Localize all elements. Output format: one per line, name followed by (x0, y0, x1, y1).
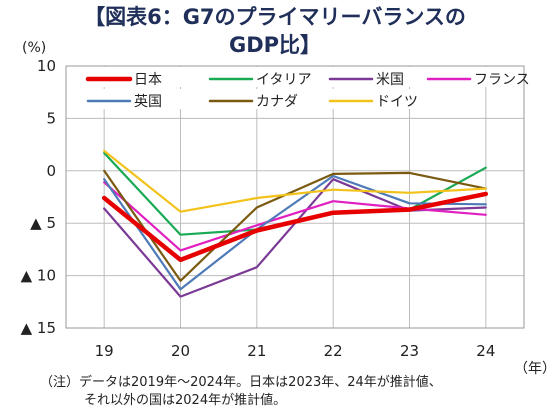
footnote-line-2: それ以外の国は2024年が推計値。 (84, 393, 287, 408)
legend-label: カナダ (256, 94, 298, 110)
plot-border (65, 65, 525, 329)
legend-backdrop (204, 67, 304, 87)
x-tick-label: 21 (247, 342, 266, 360)
chart-title-line2: GDP比】 (228, 33, 322, 57)
legend-label: 日本 (134, 72, 162, 88)
legend-label: 英国 (134, 93, 162, 110)
legend-backdrop (324, 89, 424, 109)
legend-backdrop (204, 89, 304, 109)
x-axis-unit-label: （年） (514, 361, 550, 377)
y-tick-label: ▲ 15 (21, 319, 56, 337)
x-tick-label: 23 (400, 342, 419, 360)
y-tick-label: ▲ 5 (30, 214, 56, 232)
series-line-5 (103, 169, 487, 282)
y-tick-label: ▲ 10 (21, 267, 56, 285)
x-tick-label: 20 (171, 342, 190, 360)
legend-backdrop (422, 67, 522, 87)
legend-backdrop (82, 67, 182, 87)
y-axis-unit-label: (%) (22, 40, 47, 56)
y-tick-label: 10 (37, 57, 56, 75)
legend-label: フランス (474, 72, 530, 88)
x-tick-label: 19 (95, 342, 114, 360)
legend-backdrop (82, 89, 182, 109)
legend-label: イタリア (256, 72, 311, 88)
legend-backdrop (324, 67, 424, 87)
series-line-4 (103, 174, 487, 291)
x-tick-label: 22 (324, 342, 343, 360)
chart-title-line1: 【図表6：G7のプライマリーバランスの (84, 5, 466, 29)
y-tick-label: 0 (46, 162, 56, 180)
series-line-3 (103, 181, 487, 252)
x-tick-label: 24 (476, 342, 495, 360)
y-tick-label: 5 (46, 109, 56, 127)
legend-label: ドイツ (376, 94, 418, 110)
legend-label: 米国 (376, 72, 404, 88)
series-line-6 (103, 149, 487, 213)
series-line-0 (101, 191, 489, 263)
footnote-line-1: （注）データは2019年～2024年。日本は2023年、24年が推計値、 (40, 375, 442, 390)
